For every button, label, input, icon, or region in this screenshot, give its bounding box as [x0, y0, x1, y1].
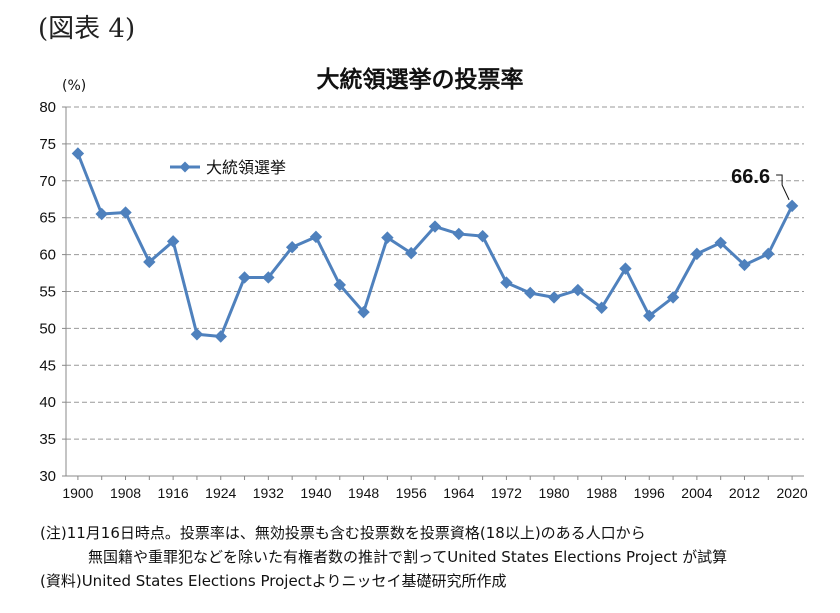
data-point [547, 291, 561, 304]
legend: 大統領選挙 [170, 158, 286, 177]
data-point [262, 271, 275, 284]
data-point [190, 328, 204, 341]
data-point [500, 276, 513, 289]
series [71, 147, 799, 343]
y-tick-label: 70 [39, 173, 56, 190]
data-point [404, 246, 418, 260]
y-tick-label: 50 [39, 320, 56, 337]
data-point [238, 271, 251, 284]
data-point [762, 247, 775, 261]
x-tick-label: 1940 [300, 485, 331, 501]
x-tick-label: 1900 [62, 485, 93, 501]
gridlines [66, 106, 804, 440]
x-tick-label: 1996 [634, 485, 665, 501]
data-point [357, 305, 370, 319]
data-point [595, 301, 608, 314]
data-point [309, 230, 323, 244]
x-tick-label: 1964 [443, 485, 474, 501]
data-point [619, 262, 632, 275]
source-note: (資料)United States Elections Projectよりニッセ… [40, 572, 507, 590]
legend-marker [179, 161, 191, 173]
data-point [428, 220, 442, 233]
x-tick-label: 2020 [777, 485, 808, 501]
x-tick-label: 1916 [158, 485, 189, 501]
data-point [166, 235, 180, 248]
x-tick-label: 1908 [110, 485, 141, 501]
data-point [214, 330, 227, 343]
x-tick-labels: 1900 1908 1916 1924 1932 1940 1948 1956 1964 1972… [62, 485, 808, 501]
x-tick-label: 1980 [538, 485, 569, 501]
data-point [476, 229, 489, 243]
data-point [143, 255, 156, 269]
x-tick-label: 1972 [491, 485, 522, 501]
x-tick-label: 2004 [681, 485, 712, 501]
note-line-1: (注)11月16日時点。投票率は、無効投票も含む投票数を投票資格(18以上)のあ… [40, 524, 646, 542]
annotation-label: 66.6 [731, 166, 770, 188]
y-tick-label: 35 [39, 431, 56, 448]
data-point [71, 147, 85, 160]
y-tick-label: 75 [39, 136, 56, 153]
y-tick-label: 45 [39, 357, 56, 374]
x-tick-label: 2012 [729, 485, 760, 501]
note-line-2: 無国籍や重罪犯などを除いた有権者数の推計で割ってUnited States El… [88, 548, 728, 566]
y-tick-label: 80 [39, 99, 56, 116]
y-tick-label: 65 [39, 210, 56, 227]
y-tick-label: 55 [39, 284, 56, 301]
y-tick-label: 40 [39, 394, 56, 411]
annotations: 66.6 [731, 166, 790, 201]
y-tick-labels: 30 35 40 45 50 55 60 65 70 75 80 [39, 99, 56, 485]
data-point [95, 207, 108, 221]
y-axis-unit-label: (%) [62, 78, 87, 94]
data-point [738, 258, 751, 272]
data-point [643, 309, 656, 323]
data-point [714, 236, 727, 249]
data-point [381, 231, 394, 244]
x-tick-label: 1924 [205, 485, 236, 501]
y-tick-label: 60 [39, 247, 56, 264]
y-tick-label: 30 [39, 468, 56, 485]
annotation-leader [776, 174, 790, 201]
data-point [785, 199, 799, 213]
figure-label: (図表 4) [38, 14, 136, 44]
data-point [690, 247, 704, 261]
data-point [452, 227, 466, 241]
x-tick-label: 1932 [253, 485, 284, 501]
x-tick-label: 1948 [348, 485, 379, 501]
axes [62, 106, 804, 480]
legend-label: 大統領選挙 [206, 158, 286, 177]
x-tick-label: 1988 [586, 485, 617, 501]
data-point [524, 286, 537, 300]
data-point [333, 278, 346, 292]
data-point [119, 206, 132, 219]
data-point [666, 291, 680, 304]
x-tick-label: 1956 [396, 485, 427, 501]
chart-title: 大統領選挙の投票率 [316, 67, 524, 93]
data-point [285, 241, 299, 254]
data-point [571, 283, 585, 297]
